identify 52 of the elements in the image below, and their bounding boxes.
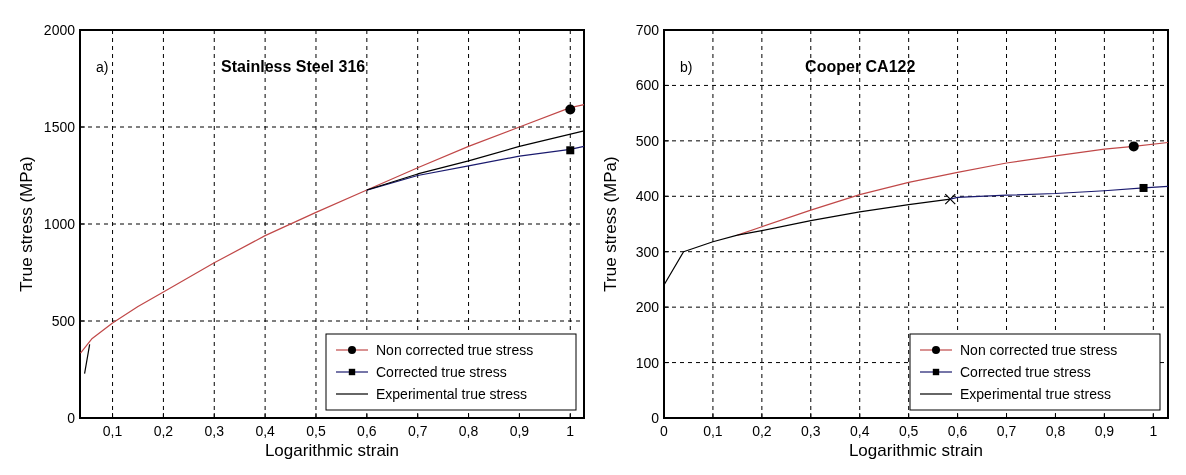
text: Stainless Steel 316: [221, 58, 366, 75]
y-tick-label: 600: [635, 77, 660, 94]
x-tick-label: 0,2: [153, 423, 174, 439]
point: [1128, 141, 1139, 152]
line-series: [79, 104, 585, 354]
y-tick-label: 2000: [43, 22, 76, 38]
y-tick-label: 1000: [43, 216, 76, 232]
y-axis-title: True stress (MPa): [601, 156, 620, 292]
x-tick-label: 0,8: [1045, 423, 1066, 439]
annotation: a): [96, 59, 109, 75]
x-tick-label: 0,9: [509, 423, 530, 439]
legend-label: Non corrected true stress: [960, 342, 1118, 358]
x-tick-label: 0,3: [204, 423, 225, 439]
line-series: [949, 185, 1169, 200]
legend-label: Corrected true stress: [376, 364, 507, 380]
x-tick-label: 0,1: [703, 423, 723, 439]
legend-label: Experimental true stress: [960, 386, 1111, 402]
text: Cooper CA122: [805, 58, 916, 75]
x-tick-label: 0,3: [801, 423, 821, 439]
point: [944, 193, 956, 205]
y-tick-label: 200: [635, 299, 660, 316]
x-tick-label: 1: [1149, 423, 1158, 439]
x-tick-label: 1: [566, 423, 575, 439]
x-tick-label: 0,5: [306, 423, 326, 439]
y-tick-label: 500: [51, 313, 76, 329]
y-tick-label: 700: [635, 22, 660, 38]
x-tick-label: 0,9: [1094, 423, 1115, 439]
x-tick-label: 0,5: [898, 423, 919, 439]
y-tick-label: 0: [67, 410, 76, 426]
x-tick-label: 0,7: [407, 423, 428, 439]
legend-label: Non corrected true stress: [376, 342, 534, 358]
x-tick-label: 0,6: [947, 423, 968, 439]
point: [1139, 183, 1148, 192]
x-tick-label: 0,8: [458, 423, 479, 439]
x-tick-label: 0,4: [255, 423, 276, 439]
x-tick-label: 0,7: [996, 423, 1017, 439]
y-tick-label: 1500: [43, 119, 76, 135]
legend-label: Experimental true stress: [376, 386, 527, 402]
legend-label: Corrected true stress: [960, 364, 1091, 380]
x-tick-label: 0,6: [357, 423, 377, 439]
x-tick-label: 0,4: [849, 423, 870, 439]
x-axis-title: Logarithmic strain: [264, 441, 400, 460]
y-tick-label: 0: [651, 410, 660, 426]
annotation: b): [680, 59, 693, 75]
y-tick-label: 100: [635, 354, 660, 371]
x-axis-title: Logarithmic strain: [848, 441, 984, 460]
y-tick-label: 300: [635, 243, 660, 260]
y-tick-label: 500: [635, 132, 660, 149]
y-tick-label: 400: [635, 188, 660, 205]
x-tick-label: 0,1: [102, 423, 123, 439]
y-axis-title: True stress (MPa): [17, 156, 36, 292]
x-tick-label: 0,2: [752, 423, 772, 439]
